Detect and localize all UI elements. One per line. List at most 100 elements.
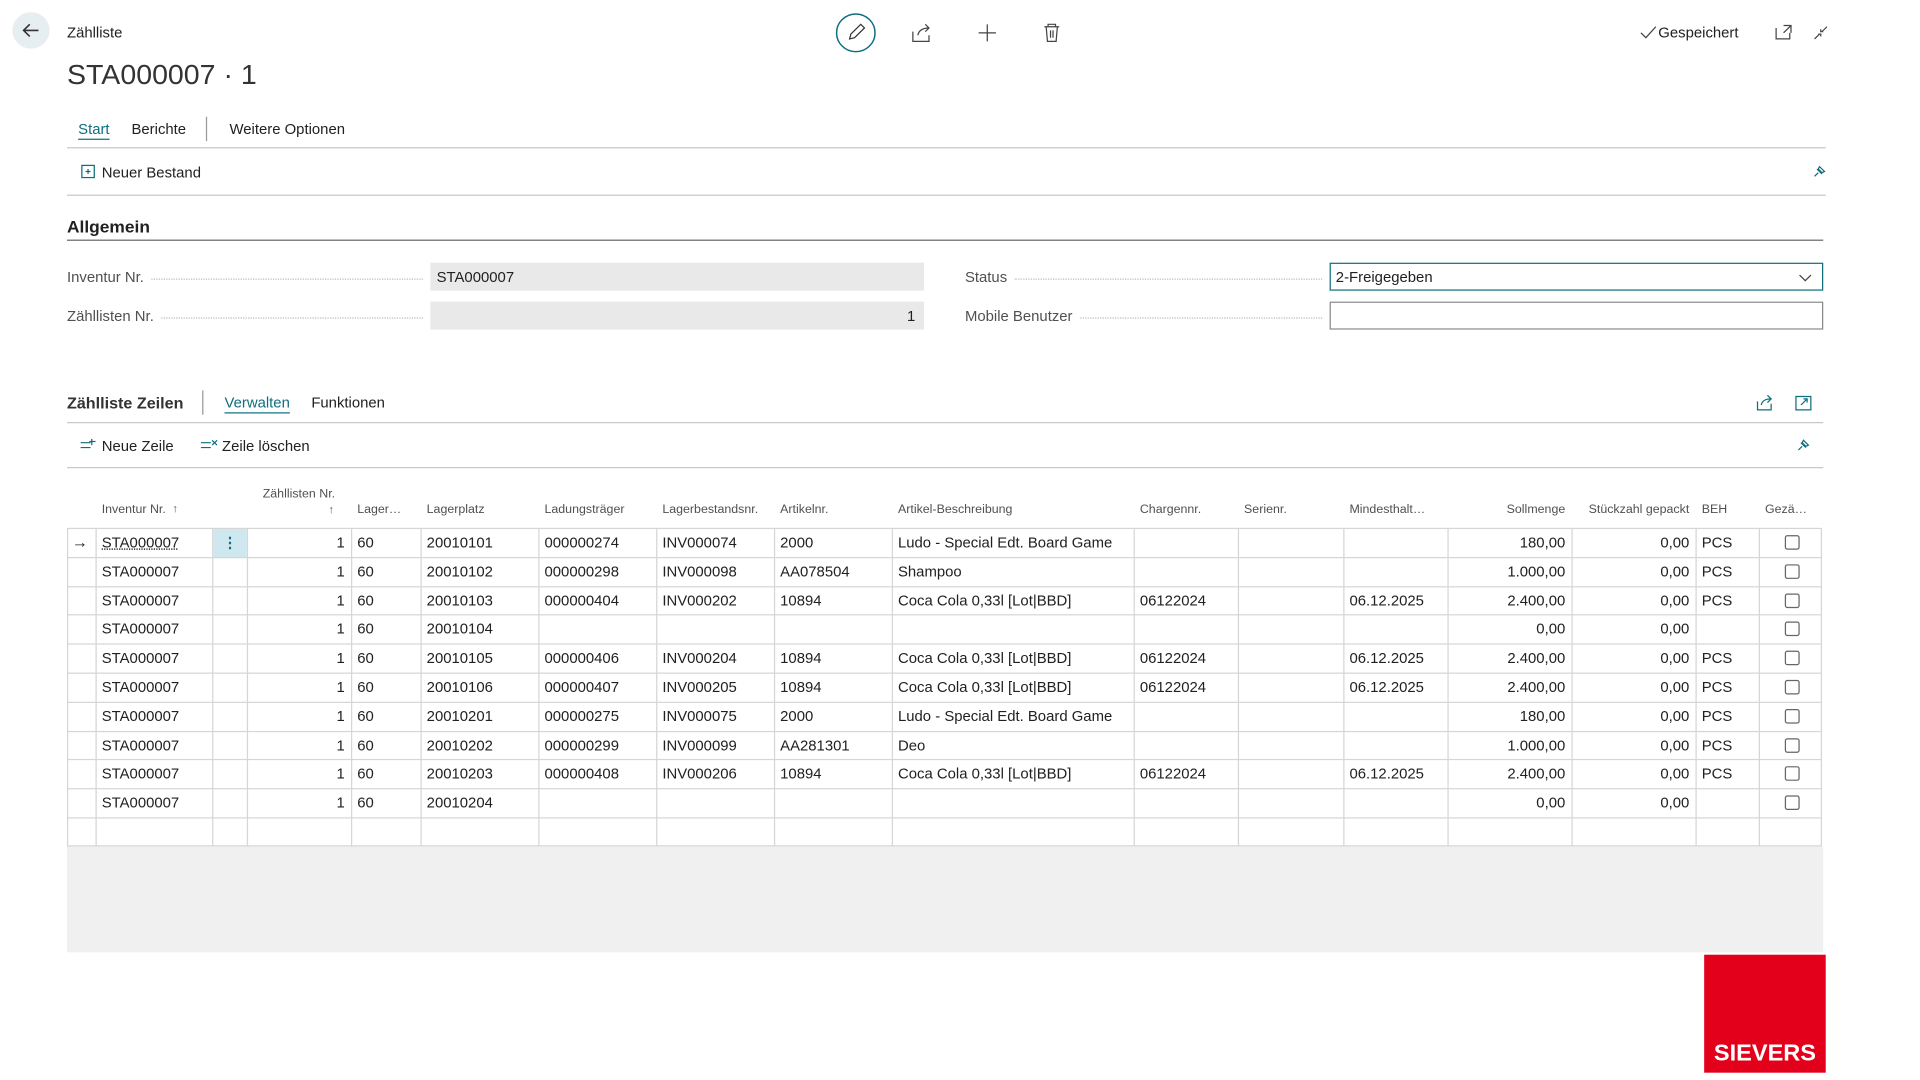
column-header[interactable]: Sollmenge [1506, 503, 1566, 517]
pin-icon[interactable] [1795, 437, 1812, 454]
cell: 20010102 [426, 562, 493, 580]
grid-col-line [351, 527, 353, 847]
cell[interactable]: STA000007 [101, 765, 180, 783]
cell: 06122024 [1139, 765, 1207, 783]
checkbox[interactable] [1784, 679, 1800, 695]
cell: INV000075 [662, 707, 737, 725]
cell: INV000204 [662, 649, 737, 667]
checkbox[interactable] [1784, 737, 1800, 753]
delete-line-icon [200, 439, 218, 449]
column-header[interactable]: Inventur Nr. [101, 503, 166, 517]
field-label: Zähllisten Nr. [66, 307, 154, 325]
column-header[interactable]: Artikelnr. [780, 503, 829, 517]
row-menu[interactable]: ⋮ [213, 529, 247, 557]
back-button[interactable] [12, 12, 50, 49]
new-button[interactable] [976, 22, 998, 44]
action-button[interactable]: Neuer Bestand [101, 164, 202, 182]
share-button[interactable] [910, 22, 932, 44]
field-input[interactable] [1329, 262, 1824, 291]
grid-row-line [66, 585, 1823, 587]
pin-icon[interactable] [1811, 163, 1828, 180]
cell[interactable]: STA000007 [101, 591, 180, 609]
checkbox[interactable] [1784, 535, 1800, 550]
cell: 0,00 [1536, 620, 1566, 638]
cell[interactable]: STA000007 [101, 707, 180, 725]
cell: 1 [336, 794, 345, 812]
cell: 0,00 [1660, 736, 1690, 754]
checkbox[interactable] [1784, 650, 1800, 666]
share-button[interactable] [1755, 393, 1775, 412]
cell[interactable]: STA000007 [101, 620, 180, 638]
cell: 180,00 [1519, 533, 1566, 551]
column-header[interactable]: Artikel-Beschreibung [897, 503, 1013, 517]
column-header[interactable]: BEH [1701, 503, 1728, 517]
tab[interactable]: Start [78, 120, 110, 138]
subpage-tab[interactable]: Funktionen [311, 394, 385, 412]
field-input [430, 301, 925, 330]
cell: PCS [1701, 591, 1733, 609]
grid-col-line [891, 527, 894, 847]
cell: 1 [336, 649, 345, 667]
cell: 0,00 [1660, 591, 1690, 609]
field-input[interactable] [1329, 301, 1824, 330]
cell: 000000407 [544, 678, 620, 696]
cell: 1 [336, 765, 345, 783]
column-header[interactable]: Mindesthalt… [1349, 503, 1426, 517]
delete-button[interactable] [1041, 22, 1063, 44]
column-header[interactable]: Ladungsträger [544, 503, 625, 517]
cell: 60 [357, 678, 374, 696]
expand-button[interactable] [1793, 393, 1813, 412]
cell: 06.12.2025 [1349, 765, 1424, 783]
tab-separator [205, 116, 208, 142]
field-input [430, 262, 925, 291]
column-header[interactable]: Lager… [357, 503, 402, 517]
checkbox[interactable] [1784, 564, 1800, 579]
subpage-tab[interactable]: Verwalten [224, 394, 290, 412]
cell: 1 [336, 562, 345, 580]
cell: 0,00 [1660, 678, 1690, 696]
cell: 1 [336, 678, 345, 696]
column-header[interactable]: Gezä… [1764, 503, 1808, 517]
checkbox[interactable] [1784, 621, 1800, 637]
checkbox[interactable] [1784, 766, 1800, 782]
edit-button[interactable] [835, 12, 877, 53]
column-header[interactable]: Chargennr. [1139, 503, 1202, 517]
cell: 20010105 [426, 649, 493, 667]
cell: 1 [336, 591, 345, 609]
cell[interactable]: STA000007 [101, 649, 180, 667]
cell: 60 [357, 591, 374, 609]
grid-row-line [66, 556, 1823, 558]
tab[interactable]: Weitere Optionen [229, 120, 346, 138]
new-line-icon [80, 439, 96, 449]
grid-row-line [66, 701, 1823, 703]
column-header[interactable]: Lagerbestandsnr. [662, 503, 759, 517]
tab[interactable]: Berichte [131, 120, 187, 138]
cell: 06.12.2025 [1349, 591, 1424, 609]
field-dots [1080, 317, 1323, 319]
cell[interactable]: STA000007 [101, 794, 180, 812]
checkbox[interactable] [1784, 593, 1800, 608]
column-header[interactable]: Stückzahl gepackt [1588, 503, 1690, 517]
cell: 1.000,00 [1507, 562, 1566, 580]
cell[interactable]: STA000007 [101, 562, 180, 580]
delete-line-button[interactable]: Zeile löschen [222, 437, 310, 455]
cell: 06122024 [1139, 678, 1207, 696]
cell: 0,00 [1536, 794, 1566, 812]
open-new-window[interactable] [1774, 23, 1794, 42]
column-header[interactable]: Lagerplatz [426, 503, 485, 517]
new-line-button[interactable]: Neue Zeile [101, 437, 174, 455]
checkbox[interactable] [1784, 708, 1800, 724]
cell[interactable]: STA000007 [101, 736, 180, 754]
cell: PCS [1701, 765, 1733, 783]
cell[interactable]: STA000007 [101, 533, 180, 551]
column-header[interactable]: Zähllisten Nr. [262, 487, 336, 502]
collapse-button[interactable] [1811, 23, 1831, 42]
grid-col-line [420, 527, 422, 847]
checkbox[interactable] [1784, 795, 1800, 811]
cell: 60 [357, 533, 374, 551]
grid-col-line [246, 527, 249, 847]
cell[interactable]: STA000007 [101, 678, 180, 696]
cell: 10894 [780, 649, 822, 667]
row-selector: → [71, 532, 89, 551]
column-header[interactable]: Serienr. [1244, 503, 1287, 517]
